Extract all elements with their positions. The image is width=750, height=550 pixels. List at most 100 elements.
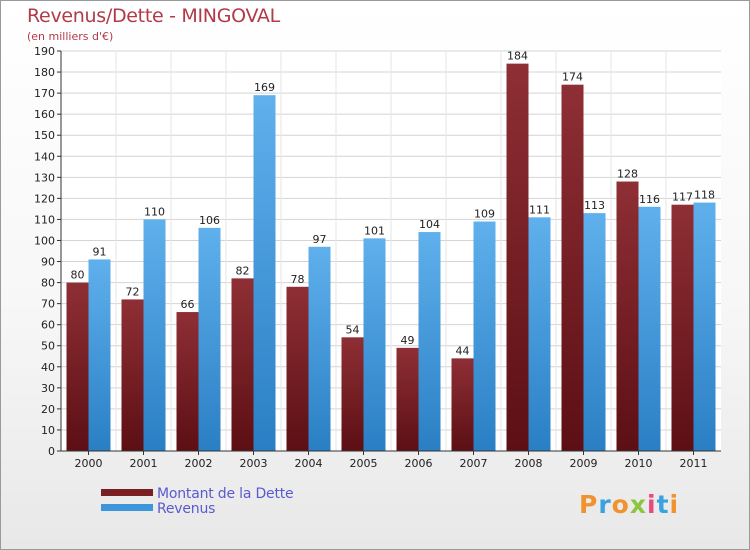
data-labels: 80 91 72 110 66 106 82 169 78 97 54 101 49 104 44 109 18…	[71, 50, 716, 358]
data-label: 109	[474, 208, 495, 221]
y-tick-label: 10	[41, 424, 55, 437]
data-label: 72	[126, 285, 140, 298]
y-tick-label: 140	[34, 150, 55, 163]
x-tick-label: 2001	[130, 457, 158, 470]
x-tick-label: 2009	[570, 457, 598, 470]
legend-label-revenus: Revenus	[157, 501, 216, 517]
bar-revenus	[638, 206, 661, 451]
bar-debt	[616, 181, 639, 452]
logo-letter: P	[579, 490, 599, 519]
y-tick-label: 120	[34, 192, 55, 205]
bar-revenus	[88, 259, 111, 451]
bar-revenus	[143, 219, 166, 451]
data-label: 49	[401, 334, 415, 347]
data-label: 117	[672, 191, 693, 204]
logo-letter: r	[598, 490, 612, 519]
data-label: 78	[291, 273, 305, 286]
data-label: 116	[639, 193, 660, 206]
data-label: 128	[617, 168, 638, 181]
bar-debt	[671, 204, 694, 451]
x-tick-label: 2000	[75, 457, 103, 470]
bar-debt	[286, 286, 309, 451]
bar-debt	[341, 337, 364, 451]
x-tick-label: 2010	[625, 457, 653, 470]
bar-revenus	[253, 95, 276, 452]
y-tick-label: 50	[41, 340, 55, 353]
bar-debt	[561, 84, 584, 452]
logo-letter: t	[656, 490, 670, 519]
logo-letter: x	[629, 490, 647, 519]
axes: 0 10 20 30 40 50 60 70 80 90 100 110 120 130 140 150 160…	[34, 45, 721, 470]
legend-swatch-revenus	[101, 504, 153, 511]
bar-revenus	[528, 217, 551, 451]
data-label: 101	[364, 224, 385, 237]
x-tick-label: 2005	[350, 457, 378, 470]
data-label: 118	[694, 189, 715, 202]
y-tick-label: 60	[41, 319, 55, 332]
x-tick-label: 2008	[515, 457, 543, 470]
y-tick-label: 90	[41, 256, 55, 269]
x-tick-label: 2004	[295, 457, 323, 470]
data-label: 106	[199, 214, 220, 227]
bar-debt	[451, 358, 474, 451]
data-label: 113	[584, 199, 605, 212]
bar-debt	[176, 312, 199, 451]
proxiti-logo: Proxiti	[579, 490, 679, 519]
data-label: 111	[529, 203, 550, 216]
bar-debt	[66, 282, 89, 451]
x-tick-label: 2002	[185, 457, 213, 470]
x-tick-label: 2006	[405, 457, 433, 470]
data-label: 44	[456, 344, 470, 357]
x-tick-label: 2003	[240, 457, 268, 470]
legend-swatch-debt	[101, 489, 153, 496]
legend-label-debt: Montant de la Dette	[157, 486, 294, 502]
y-tick-label: 180	[34, 66, 55, 79]
data-label: 110	[144, 205, 165, 218]
x-tick-label: 2011	[680, 457, 708, 470]
y-tick-label: 20	[41, 403, 55, 416]
bar-debt	[506, 63, 529, 451]
data-label: 82	[236, 264, 250, 277]
bar-debt	[231, 278, 254, 451]
bar-revenus	[583, 213, 606, 451]
data-label: 97	[313, 233, 327, 246]
y-tick-label: 150	[34, 129, 55, 142]
y-tick-label: 40	[41, 361, 55, 374]
bar-revenus	[198, 227, 221, 451]
gridlines	[61, 50, 721, 451]
chart-subtitle: (en milliers d'€)	[27, 30, 114, 43]
bar-revenus	[418, 232, 441, 451]
data-label: 104	[419, 218, 440, 231]
y-tick-label: 160	[34, 108, 55, 121]
logo-letter: i	[669, 490, 680, 519]
bar-revenus	[693, 202, 716, 451]
data-label: 66	[181, 298, 195, 311]
logo-letter: o	[611, 490, 630, 519]
data-label: 174	[562, 71, 583, 84]
y-tick-label: 70	[41, 298, 55, 311]
bar-revenus	[363, 238, 386, 451]
chart-title: Revenus/Dette - MINGOVAL	[27, 5, 280, 27]
bar-debt	[121, 299, 144, 451]
x-tick-label: 2007	[460, 457, 488, 470]
y-tick-label: 0	[48, 445, 55, 458]
y-tick-label: 80	[41, 277, 55, 290]
bar-debt	[396, 347, 419, 451]
data-label: 80	[71, 269, 85, 282]
data-label: 169	[254, 81, 275, 94]
data-label: 54	[346, 323, 360, 336]
data-label: 184	[507, 50, 528, 63]
logo-letter: i	[647, 490, 657, 519]
y-tick-label: 100	[34, 234, 55, 247]
y-tick-label: 170	[34, 87, 55, 100]
y-tick-label: 190	[34, 45, 55, 58]
y-tick-label: 130	[34, 171, 55, 184]
bars	[66, 63, 716, 452]
data-label: 91	[93, 245, 107, 258]
bar-revenus	[308, 246, 331, 451]
bar-revenus	[473, 221, 496, 451]
y-tick-label: 110	[34, 213, 55, 226]
y-tick-label: 30	[41, 382, 55, 395]
